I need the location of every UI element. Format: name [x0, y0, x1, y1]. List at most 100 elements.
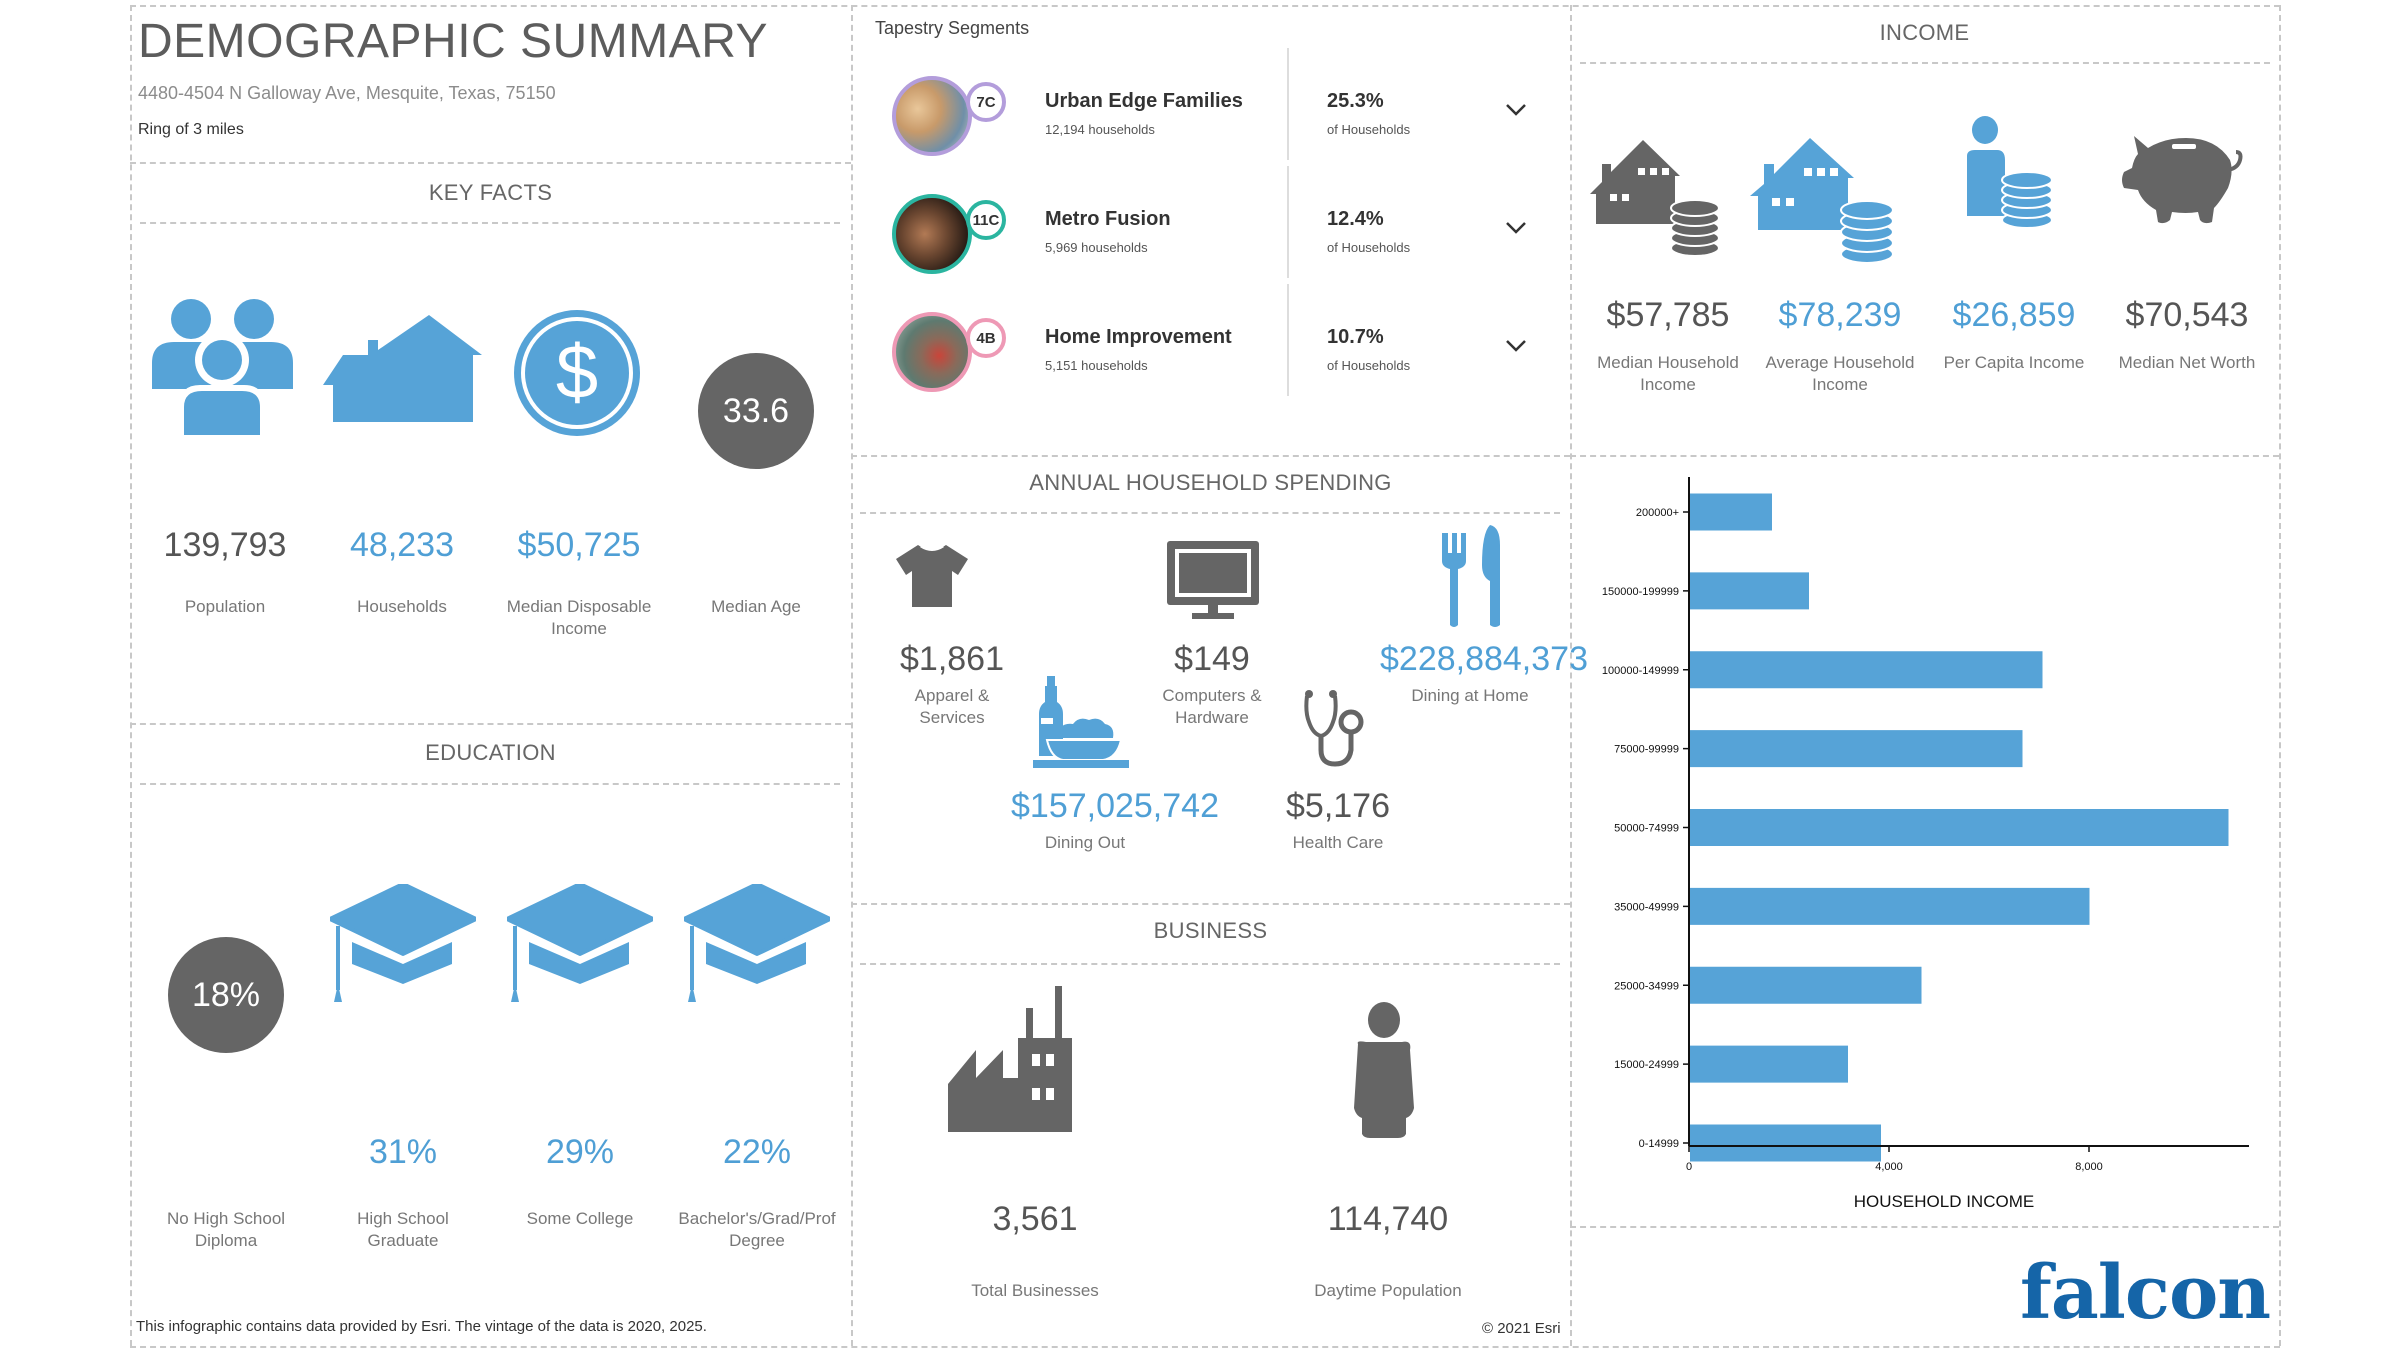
- y-tick-label: 100000-149999: [1602, 665, 1679, 677]
- person-coins-icon: [1967, 116, 2053, 229]
- hs-graduate-label: High School Graduate: [357, 1209, 449, 1250]
- health-care-value: $5,176: [1286, 787, 1390, 825]
- house-coins-icon: [1750, 138, 1894, 264]
- house-coins-icon: [1590, 140, 1720, 257]
- disposable-income-value: $50,725: [517, 526, 641, 564]
- health-care-label: Health Care: [1292, 833, 1384, 852]
- no-diploma-label: No High School Diploma: [166, 1209, 286, 1250]
- dining-out-label: Dining Out: [1044, 833, 1126, 852]
- dollar-coin-icon: $: [514, 310, 640, 436]
- business-title: BUSINESS: [1153, 918, 1268, 943]
- bar-200000+: [1690, 493, 1772, 531]
- people-icon: [152, 299, 293, 435]
- divider: [140, 783, 840, 785]
- spending-title: ANNUAL HOUSEHOLD SPENDING: [1029, 470, 1392, 495]
- copyright: © 2021 Esri: [1482, 1320, 1561, 1337]
- segment-percent-label: of Households: [1327, 122, 1411, 137]
- segment-code-badge: 7C: [966, 82, 1006, 122]
- apparel-value: $1,861: [900, 640, 1004, 678]
- segment-percent-label: of Households: [1327, 358, 1411, 373]
- y-tick-label: 50000-74999: [1614, 823, 1679, 835]
- median-hh-income-value: $57,785: [1606, 296, 1730, 334]
- population-label: Population: [184, 597, 266, 616]
- household-income-chart: 200000+ 150000-199999 100000-149999 75000-9…: [1602, 477, 2249, 1211]
- divider: [1287, 166, 1289, 278]
- median-net-worth-value: $70,543: [2125, 296, 2249, 334]
- frame-left: [130, 5, 132, 1346]
- divider: [130, 162, 851, 164]
- tshirt-icon: [896, 544, 968, 607]
- stethoscope-icon: [1304, 690, 1364, 767]
- graduation-cap-icon: [330, 884, 476, 1002]
- per-capita-income-label: Per Capita Income: [1943, 353, 2085, 372]
- segment-households: 5,969 households: [1045, 240, 1148, 255]
- segment-percent: 25.3%: [1327, 90, 1384, 112]
- y-tick-label: 25000-34999: [1614, 980, 1679, 992]
- frame-top: [130, 5, 2280, 7]
- key-facts-title: KEY FACTS: [428, 180, 553, 205]
- data-source-note: This infographic contains data provided …: [136, 1318, 707, 1335]
- divider: [130, 723, 851, 725]
- segment-percent: 12.4%: [1327, 208, 1384, 230]
- bottle-plate-icon: [1033, 676, 1129, 768]
- segment-photo: [892, 312, 972, 392]
- segment-households: 5,151 households: [1045, 358, 1148, 373]
- bar-100000-149999: [1690, 651, 2043, 689]
- segment-photo: [892, 194, 972, 274]
- disposable-income-label: Median Disposable Income: [506, 597, 652, 638]
- column-divider-1: [851, 5, 853, 1346]
- ring-radius: Ring of 3 miles: [138, 121, 244, 138]
- graduation-cap-icon: [684, 884, 830, 1002]
- population-value: 139,793: [163, 526, 287, 564]
- segment-name: Urban Edge Families: [1045, 90, 1243, 112]
- avg-hh-income-label: Average Household Income: [1765, 353, 1915, 394]
- segment-code-badge: 11C: [966, 200, 1006, 240]
- divider: [1287, 48, 1289, 160]
- chevron-down-icon[interactable]: [1505, 216, 1527, 238]
- segment-percent-label: of Households: [1327, 240, 1411, 255]
- tapestry-segment[interactable]: 4B Home Improvement 5,151 households 10.…: [880, 284, 1560, 430]
- tapestry-segment[interactable]: 7C Urban Edge Families 12,194 households…: [880, 48, 1560, 194]
- households-value: 48,233: [350, 526, 454, 564]
- divider: [851, 903, 1570, 905]
- y-tick-label: 0-14999: [1639, 1138, 1679, 1150]
- median-age-circle: 33.6: [698, 353, 814, 469]
- bar-0-14999: [1690, 1124, 1881, 1162]
- graduation-cap-icon: [507, 884, 653, 1002]
- piggy-bank-icon: [2122, 136, 2243, 224]
- bar-75000-99999: [1690, 730, 2023, 768]
- bachelors-label: Bachelor's/Grad/Prof Degree: [678, 1209, 836, 1250]
- person-icon: [1354, 1002, 1414, 1138]
- computers-label: Computers & Hardware: [1162, 686, 1262, 727]
- bar-35000-49999: [1690, 887, 2090, 925]
- avg-hh-income-value: $78,239: [1778, 296, 1902, 334]
- some-college-value: 29%: [545, 1133, 615, 1171]
- x-axis-title: HOUSEHOLD INCOME: [1854, 1192, 2034, 1211]
- segment-name: Metro Fusion: [1045, 208, 1171, 230]
- median-hh-income-label: Median Household Income: [1597, 353, 1739, 394]
- factory-icon: [948, 986, 1072, 1132]
- tapestry-title: Tapestry Segments: [875, 18, 1030, 38]
- dining-home-value: $228,884,373: [1380, 640, 1588, 678]
- dining-home-label: Dining at Home: [1411, 686, 1529, 705]
- chevron-down-icon[interactable]: [1505, 98, 1527, 120]
- bar-15000-24999: [1690, 1045, 1848, 1083]
- apparel-label: Apparel & Services: [914, 686, 990, 727]
- house-icon: [323, 315, 482, 422]
- x-tick-label: 4,000: [1875, 1161, 1903, 1173]
- daytime-population-label: Daytime Population: [1314, 1281, 1462, 1300]
- divider: [1570, 1226, 2279, 1228]
- segment-code-badge: 4B: [966, 318, 1006, 358]
- column-divider-2: [1570, 5, 1572, 1346]
- x-tick-label: 0: [1686, 1161, 1692, 1173]
- tapestry-segment[interactable]: 11C Metro Fusion 5,969 households 12.4% …: [880, 166, 1560, 312]
- computer-monitor-icon: [1167, 541, 1259, 619]
- median-age-label: Median Age: [711, 597, 801, 616]
- median-net-worth-label: Median Net Worth: [2118, 353, 2256, 372]
- chevron-down-icon[interactable]: [1505, 334, 1527, 356]
- y-tick-label: 200000+: [1636, 507, 1679, 519]
- bar-25000-34999: [1690, 966, 1922, 1004]
- income-title: INCOME: [1879, 20, 1970, 45]
- segment-percent: 10.7%: [1327, 326, 1384, 348]
- hs-graduate-value: 31%: [368, 1133, 438, 1171]
